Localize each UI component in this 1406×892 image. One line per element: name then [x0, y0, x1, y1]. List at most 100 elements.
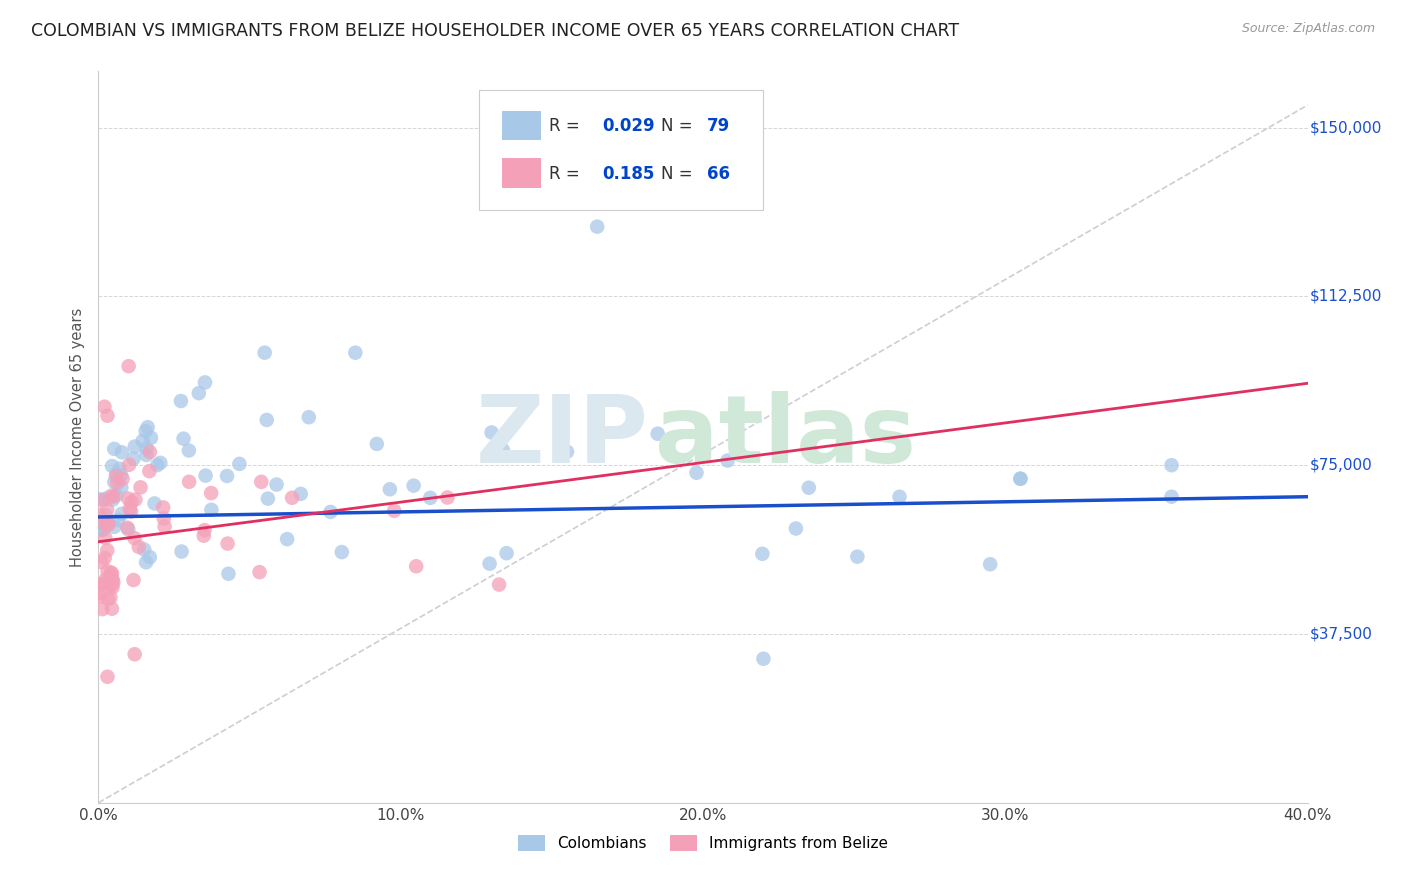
Point — [138, 464, 160, 478]
Point — [135, 424, 157, 438]
Point — [105, 469, 128, 483]
Point — [481, 425, 503, 440]
Point — [96, 516, 118, 531]
Point — [146, 458, 169, 472]
Point — [215, 469, 238, 483]
Point — [100, 591, 122, 605]
Point — [121, 495, 143, 509]
Point — [103, 490, 125, 504]
Point — [135, 555, 157, 569]
Point — [785, 522, 807, 536]
Point — [128, 540, 150, 554]
Point — [419, 491, 441, 505]
Point — [93, 516, 115, 531]
Text: atlas: atlas — [655, 391, 915, 483]
Point — [1160, 490, 1182, 504]
Point — [139, 431, 162, 445]
Point — [101, 601, 124, 615]
Point — [647, 426, 669, 441]
Point — [797, 481, 820, 495]
Point — [111, 472, 134, 486]
Point — [228, 457, 250, 471]
Point — [96, 502, 118, 516]
Point — [94, 491, 117, 506]
Point — [194, 468, 217, 483]
Point — [979, 558, 1001, 572]
Point — [89, 508, 111, 522]
Point — [93, 576, 115, 591]
Text: $37,500: $37,500 — [1310, 626, 1372, 641]
Point — [1010, 472, 1032, 486]
Point — [266, 477, 288, 491]
Point — [91, 523, 114, 537]
Point — [382, 504, 405, 518]
Point — [98, 580, 121, 594]
Point — [187, 386, 209, 401]
Point — [134, 542, 156, 557]
Point — [135, 448, 157, 462]
Point — [478, 557, 501, 571]
Text: R =: R = — [550, 165, 585, 183]
Point — [194, 523, 217, 537]
Point — [257, 491, 280, 506]
Point — [93, 551, 115, 566]
Point — [110, 480, 132, 494]
Text: $75,000: $75,000 — [1310, 458, 1372, 473]
Point — [200, 486, 222, 500]
Text: R =: R = — [550, 117, 585, 136]
Point — [153, 519, 176, 533]
Point — [118, 458, 141, 472]
Point — [96, 409, 118, 423]
Text: COLOMBIAN VS IMMIGRANTS FROM BELIZE HOUSEHOLDER INCOME OVER 65 YEARS CORRELATION: COLOMBIAN VS IMMIGRANTS FROM BELIZE HOUS… — [31, 22, 959, 40]
Point — [124, 440, 146, 454]
Point — [751, 547, 773, 561]
Point — [281, 491, 304, 505]
Point — [96, 564, 118, 578]
Point — [752, 652, 775, 666]
Point — [110, 467, 132, 482]
Point — [105, 488, 128, 502]
Point — [129, 480, 152, 494]
Point — [94, 508, 117, 523]
Point — [276, 532, 298, 546]
Point — [256, 413, 278, 427]
Point — [100, 570, 122, 584]
Point — [378, 482, 401, 496]
Point — [250, 475, 273, 489]
Point — [103, 442, 125, 456]
Point — [97, 517, 120, 532]
Text: Source: ZipAtlas.com: Source: ZipAtlas.com — [1241, 22, 1375, 36]
Point — [149, 456, 172, 470]
Point — [103, 520, 125, 534]
FancyBboxPatch shape — [502, 111, 541, 140]
Point — [100, 566, 122, 580]
Point — [136, 420, 159, 434]
Point — [253, 345, 276, 359]
Text: ZIP: ZIP — [475, 391, 648, 483]
Point — [94, 531, 117, 545]
Point — [93, 400, 115, 414]
Point — [101, 566, 124, 581]
Point — [96, 543, 118, 558]
Point — [173, 432, 195, 446]
Point — [290, 487, 312, 501]
Text: N =: N = — [661, 117, 697, 136]
Text: 66: 66 — [707, 165, 730, 183]
Point — [152, 500, 174, 515]
Point — [117, 491, 139, 506]
Point — [330, 545, 353, 559]
Point — [194, 376, 217, 390]
Point — [107, 513, 129, 527]
Text: $112,500: $112,500 — [1310, 289, 1382, 304]
Point — [111, 507, 134, 521]
Point — [193, 529, 215, 543]
Point — [87, 590, 110, 604]
Point — [101, 458, 124, 473]
Point — [436, 491, 458, 505]
Point — [217, 536, 239, 550]
Point — [492, 442, 515, 457]
Point — [405, 559, 427, 574]
Point — [90, 523, 112, 537]
Point — [100, 489, 122, 503]
Point — [344, 345, 367, 359]
